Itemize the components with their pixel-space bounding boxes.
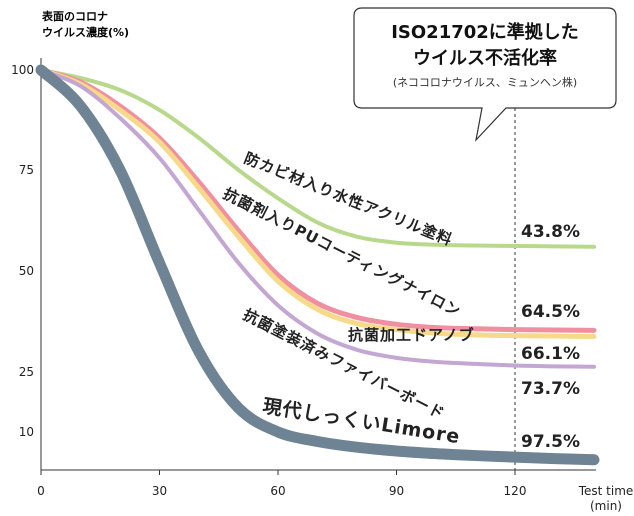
y-axis-title-line1: 表面のコロナ [41, 9, 108, 23]
series-line-0 [39, 68, 596, 249]
series-line-2 [38, 67, 597, 339]
x-tick-label: 0 [37, 484, 45, 498]
y-tick-label: 25 [19, 365, 34, 379]
callout: ISO21702に準拠した ウイルス不活化率 (ネココロナウイルス、ミュンヘン株… [353, 7, 617, 142]
y-tick-label: 10 [19, 425, 34, 439]
x-axis-title-line1: Test time [578, 484, 634, 498]
reduction-limore: 97.5% [521, 432, 580, 452]
y-tick-label: 50 [19, 264, 34, 278]
callout-bubble [353, 7, 617, 142]
x-tick-label: 60 [270, 484, 285, 498]
x-tick-label: 120 [504, 484, 527, 498]
reduction-fiberboard: 73.7% [521, 379, 580, 399]
reduction-pu-nylon: 64.5% [521, 302, 580, 322]
x-ticks: 0 30 60 90 120 [37, 470, 526, 498]
reduction-door-knob: 66.1% [521, 344, 580, 364]
x-tick-label: 90 [389, 484, 404, 498]
series-label-door-knob: 抗菌加工ドアノブ [348, 326, 475, 344]
callout-title-line2: ウイルス不活化率 [413, 47, 557, 69]
series-line-3 [39, 68, 596, 369]
callout-title-line1: ISO21702に準拠した [391, 21, 579, 43]
callout-subtitle: (ネココロナウイルス、ミュンヘン株) [393, 75, 577, 89]
series-line-4 [35, 64, 600, 466]
y-tick-label: 75 [19, 163, 34, 177]
y-axis-title-line2: ウイルス濃度(%) [42, 25, 129, 39]
reduction-acrylic-paint: 43.8% [521, 222, 580, 242]
series-lines [35, 64, 600, 466]
y-ticks: 100 75 50 25 10 [11, 63, 34, 439]
x-axis-title-line2: (min) [590, 499, 622, 513]
x-tick-label: 30 [152, 484, 167, 498]
series-line-1 [38, 67, 597, 333]
y-tick-label: 100 [11, 63, 34, 77]
